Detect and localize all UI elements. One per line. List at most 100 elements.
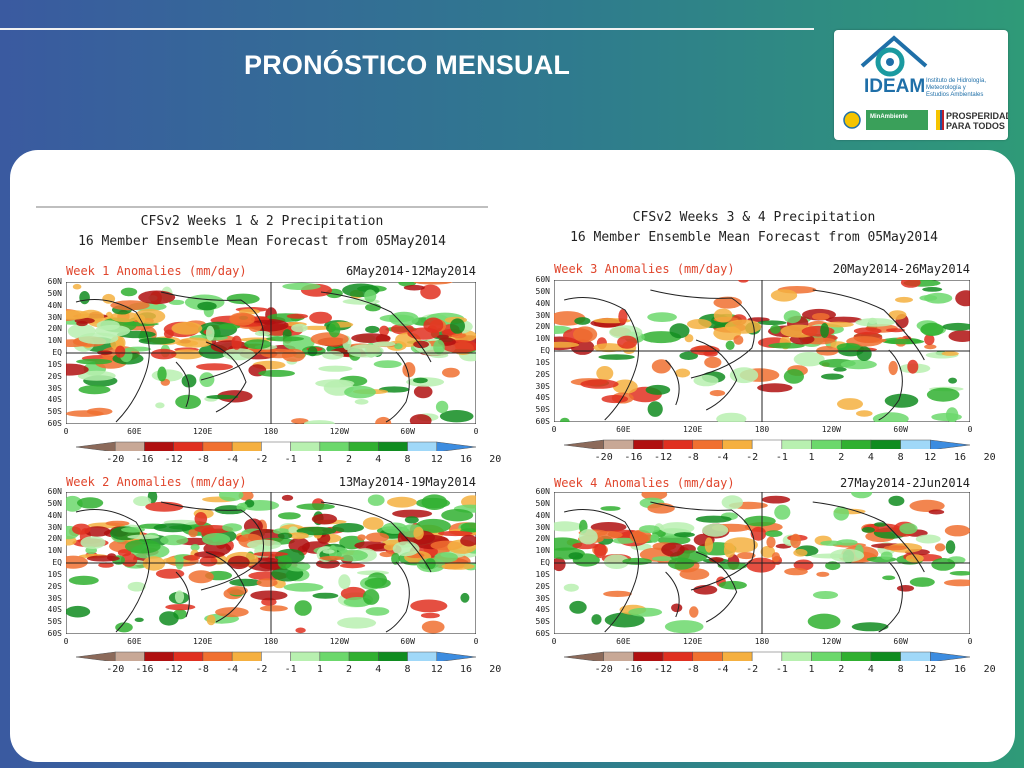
- anomaly-blob: [598, 354, 635, 360]
- anomaly-blob: [392, 509, 433, 518]
- anomaly-blob: [628, 607, 663, 617]
- anomaly-blob: [928, 509, 945, 515]
- latitude-tick: 50S: [535, 405, 550, 415]
- anomaly-blob: [667, 557, 695, 570]
- colorbar-tick: -12: [164, 454, 183, 465]
- anomaly-blob: [278, 512, 301, 520]
- latitude-tick: 60N: [47, 487, 62, 496]
- anomaly-blob: [288, 532, 309, 540]
- colorbar-tick: 1: [808, 452, 815, 463]
- anomaly-blob: [160, 534, 189, 546]
- anomaly-blob: [344, 385, 376, 399]
- anomaly-blob: [433, 339, 445, 355]
- figure-subtitle: 16 Member Ensemble Mean Forecast from 05…: [570, 230, 938, 245]
- latitude-tick: 40N: [47, 510, 62, 520]
- longitude-tick: 0: [473, 637, 479, 646]
- anomaly-blob: [409, 414, 432, 424]
- anomaly-blob: [229, 312, 255, 326]
- anomaly-blob: [573, 326, 598, 343]
- latitude-tick: 30S: [535, 593, 550, 603]
- coastline: [564, 509, 640, 633]
- anomaly-blob: [774, 504, 791, 520]
- anomaly-blob: [743, 515, 776, 527]
- anomaly-blob: [181, 374, 197, 388]
- anomaly-blob: [920, 322, 944, 336]
- anomaly-blob: [120, 287, 138, 297]
- coastline: [75, 509, 150, 633]
- anomaly-blob: [931, 412, 962, 422]
- anomaly-blob: [281, 348, 306, 362]
- coastline: [665, 571, 680, 618]
- colorbar-swatch: [436, 651, 476, 661]
- anomaly-blob: [66, 363, 89, 376]
- colorbar-swatch: [781, 651, 812, 661]
- anomaly-blob: [199, 556, 218, 567]
- anomaly-map: [66, 282, 476, 424]
- coastline: [812, 289, 925, 361]
- anomaly-blob: [159, 611, 179, 626]
- anomaly-blob: [115, 622, 133, 633]
- colorbar-tick: 4: [375, 454, 382, 465]
- latitude-tick: 40N: [535, 510, 550, 520]
- latitude-tick: 20S: [535, 369, 550, 379]
- anomaly-blob: [227, 586, 248, 596]
- latitude-tick: EQ: [540, 346, 550, 355]
- colorbar-swatch: [662, 439, 694, 449]
- latitude-tick: 60S: [535, 417, 550, 426]
- latitude-tick: 60N: [535, 275, 550, 284]
- anomaly-blob: [652, 556, 674, 562]
- anomaly-blob: [365, 532, 390, 543]
- colorbar-swatch: [900, 439, 931, 449]
- ideam-logo-graphic: IDEAM Instituto de Hidrología, Meteorolo…: [843, 35, 1013, 131]
- anomaly-blob: [554, 521, 582, 532]
- anomaly-blob: [413, 377, 428, 384]
- anomaly-blob: [765, 530, 783, 537]
- anomaly-blob: [138, 337, 176, 345]
- anomaly-blob: [882, 575, 896, 581]
- anomaly-blob: [194, 512, 208, 526]
- anomaly-blob: [872, 412, 909, 422]
- colorbar-tick: 8: [404, 664, 411, 675]
- map-date-range: 20May2014-26May2014: [832, 262, 970, 276]
- anomaly-blob: [554, 341, 580, 348]
- anomaly-blob: [115, 345, 126, 358]
- anomaly-blob: [155, 568, 185, 579]
- colorbar-tick: 12: [924, 452, 937, 463]
- anomaly-blob: [674, 532, 695, 538]
- figure-rule: [36, 206, 488, 208]
- anomaly-blob: [783, 369, 804, 384]
- anomaly-blob: [568, 552, 584, 560]
- colorbar-tick: -20: [594, 664, 613, 675]
- latitude-tick: 60N: [47, 277, 62, 286]
- anomaly-blob: [337, 617, 377, 629]
- svg-text:Meteorología y: Meteorología y: [926, 85, 966, 91]
- anomaly-blob: [760, 545, 775, 558]
- colorbar-swatch: [348, 441, 379, 451]
- anomaly-blob: [145, 501, 184, 512]
- anomaly-blob: [86, 555, 120, 562]
- anomaly-blob: [127, 534, 160, 540]
- latitude-tick: 50N: [47, 498, 62, 508]
- latitude-tick: 30N: [535, 310, 550, 320]
- anomaly-blob: [833, 506, 849, 521]
- colorbar-swatch: [407, 441, 438, 451]
- colorbar-swatch: [564, 439, 604, 449]
- anomaly-blob: [738, 280, 749, 283]
- anomaly-blob: [554, 557, 566, 572]
- anomaly-blob: [450, 318, 465, 334]
- anomaly-blob: [340, 586, 366, 601]
- anomaly-blob: [338, 574, 351, 590]
- anomaly-blob: [423, 317, 444, 333]
- anomaly-blob: [439, 410, 474, 423]
- colorbar-tick: 20: [489, 664, 502, 675]
- anomaly-blob: [942, 322, 970, 331]
- colorbar-swatch: [840, 439, 872, 449]
- latitude-tick: 10N: [535, 334, 550, 344]
- anomaly-blob: [222, 523, 243, 532]
- colorbar-tick: 2: [838, 664, 845, 675]
- anomaly-blob: [391, 552, 400, 565]
- colorbar-tick: 20: [983, 452, 996, 463]
- anomaly-blob: [364, 289, 377, 303]
- anomaly-blob: [205, 325, 215, 341]
- anomaly-blob: [629, 529, 652, 544]
